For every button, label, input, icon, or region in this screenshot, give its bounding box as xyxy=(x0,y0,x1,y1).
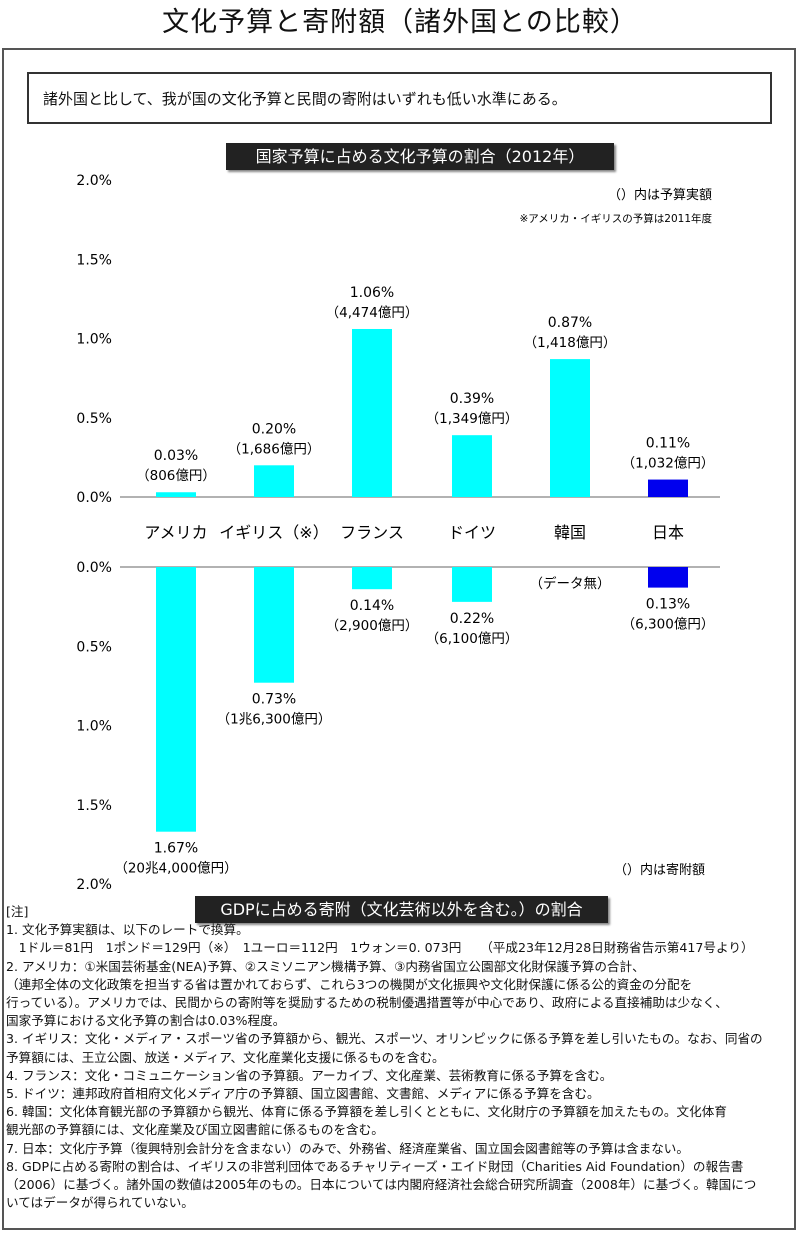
category-label: アメリカ xyxy=(144,523,207,542)
bar xyxy=(254,567,294,683)
note-line: 1ドル＝81円 1ポンド＝129円（※） 1ユーロ＝112円 1ウォン＝0. 0… xyxy=(6,940,754,956)
y-tick-label: 0.0% xyxy=(76,560,112,576)
amount-label: （1,418億円） xyxy=(524,335,617,351)
bar xyxy=(156,567,196,832)
note-line: 4. フランス：文化・コミュニケーション省の予算額。アーカイブ、文化産業、芸術教… xyxy=(6,1067,613,1083)
y-tick-label: 2.0% xyxy=(76,173,112,189)
category-label: 韓国 xyxy=(554,523,586,542)
note-line: 6. 韓国：文化体育観光部の予算額から観光、体育に係る予算額を差し引くとともに、… xyxy=(6,1104,727,1120)
value-label: 0.03% xyxy=(154,448,198,464)
note-line: 1. 文化予算実額は、以下のレートで換算。 xyxy=(6,922,249,938)
note-line: いてはデータが得られていない。 xyxy=(6,1195,194,1211)
bar xyxy=(648,567,688,588)
bar xyxy=(352,328,392,497)
y-tick-label: 1.5% xyxy=(76,252,112,268)
value-label: 0.11% xyxy=(646,436,690,452)
notes: [注] 1. 文化予算実額は、以下のレートで換算。 1ドル＝81円 1ポンド＝1… xyxy=(6,903,796,1212)
y-tick-label: 0.0% xyxy=(76,490,112,506)
amount-label: （データ無） xyxy=(530,575,611,592)
amount-label: （1,349億円） xyxy=(426,411,519,427)
amount-label: （20兆4,000億円） xyxy=(114,861,237,877)
category-label: フランス xyxy=(340,523,404,542)
value-label: 0.22% xyxy=(450,611,494,627)
note-line: 7. 日本：文化庁予算（復興特別会計分を含まない）のみで、外務省、経済産業省、国… xyxy=(6,1140,689,1156)
lower-chart-title: GDPに占める寄附（文化芸術以外を含む。）の割合 xyxy=(195,896,608,923)
amount-label: （4,474億円） xyxy=(326,305,419,321)
summary-box: 諸外国と比して、我が国の文化予算と民間の寄附はいずれも低い水準にある。 xyxy=(27,72,772,124)
bar xyxy=(156,492,196,497)
value-label: 0.14% xyxy=(350,598,394,614)
amount-label: （2,900億円） xyxy=(326,618,419,634)
note-line: （2006）に基づく。諸外国の数値は2005年のもの。日本については内閣府経済社… xyxy=(6,1177,757,1193)
note-line: 8. GDPに占める寄附の割合は、イギリスの非営利団体であるチャリティーズ・エイ… xyxy=(6,1158,744,1174)
y-tick-label: 1.0% xyxy=(76,332,112,348)
value-label: 0.20% xyxy=(252,421,296,437)
bar xyxy=(452,435,492,497)
category-label: 日本 xyxy=(652,523,684,542)
amount-label: （806億円） xyxy=(136,468,216,484)
y-tick-label: 2.0% xyxy=(76,877,112,893)
content-frame xyxy=(2,48,796,1230)
value-label: 1.06% xyxy=(350,285,394,301)
bar xyxy=(254,465,294,497)
value-label: 0.87% xyxy=(548,315,592,331)
amount-label: （1,032億円） xyxy=(622,456,715,472)
y-tick-label: 0.5% xyxy=(76,411,112,427)
y-tick-label: 1.5% xyxy=(76,798,112,814)
annotation: （）内は寄附額 xyxy=(614,862,705,878)
value-label: 0.13% xyxy=(646,597,690,613)
note-line: [注] xyxy=(6,904,29,919)
category-label: ドイツ xyxy=(448,523,496,542)
bar xyxy=(452,567,492,602)
note-line: 行っている）。アメリカでは、民間からの寄附等を奨励するための税制優遇措置等が中心… xyxy=(6,995,728,1011)
bar xyxy=(352,567,392,590)
note-line: 5. ドイツ：連邦政府首相府文化メディア庁の予算額、国立図書館、文書館、メディア… xyxy=(6,1086,600,1102)
value-label: 1.67% xyxy=(154,841,198,857)
page-title: 文化予算と寄附額（諸外国との比較） xyxy=(162,7,638,38)
chart-svg: 2.0% 1.5% 1.0% 0.5% 0.0% 0.03% （806億円） 0.20% （1,… xyxy=(76,173,720,893)
upper-chart-title: 国家予算に占める文化予算の割合（2012年） xyxy=(226,143,614,170)
y-tick-label: 1.0% xyxy=(76,719,112,735)
note-line: 2. アメリカ：①米国芸術基金(NEA)予算、②スミソニアン機構予算、③内務省国… xyxy=(6,958,645,974)
annotation: ※アメリカ・イギリスの予算は2011年度 xyxy=(520,212,713,225)
note-line: 予算額には、王立公園、放送・メディア、文化産業化支援に係るものを含む。 xyxy=(6,1049,445,1065)
amount-label: （6,300億円） xyxy=(622,617,715,633)
bar xyxy=(648,479,688,497)
note-line: （連邦全体の文化政策を担当する省は置かれておらず、これら3つの機関が文化振興や文… xyxy=(6,976,693,992)
bar xyxy=(550,359,590,497)
y-tick-label: 0.5% xyxy=(76,639,112,655)
amount-label: （1兆6,300億円） xyxy=(217,712,332,728)
note-line: 3. イギリス：文化・メディア・スポーツ省の予算額から、観光、スポーツ、オリンピ… xyxy=(6,1031,763,1047)
annotation: （）内は予算実額 xyxy=(608,187,712,203)
amount-label: （1,686億円） xyxy=(228,441,321,457)
value-label: 0.39% xyxy=(450,391,494,407)
note-line: 国家予算における文化予算の割合は0.03%程度。 xyxy=(6,1013,286,1029)
value-label: 0.73% xyxy=(252,692,296,708)
note-line: 観光部の予算額には、文化産業及び国立図書館に係るものを含む。 xyxy=(6,1122,384,1138)
category-label: イギリス（※） xyxy=(219,523,328,542)
amount-label: （6,100億円） xyxy=(426,631,519,647)
